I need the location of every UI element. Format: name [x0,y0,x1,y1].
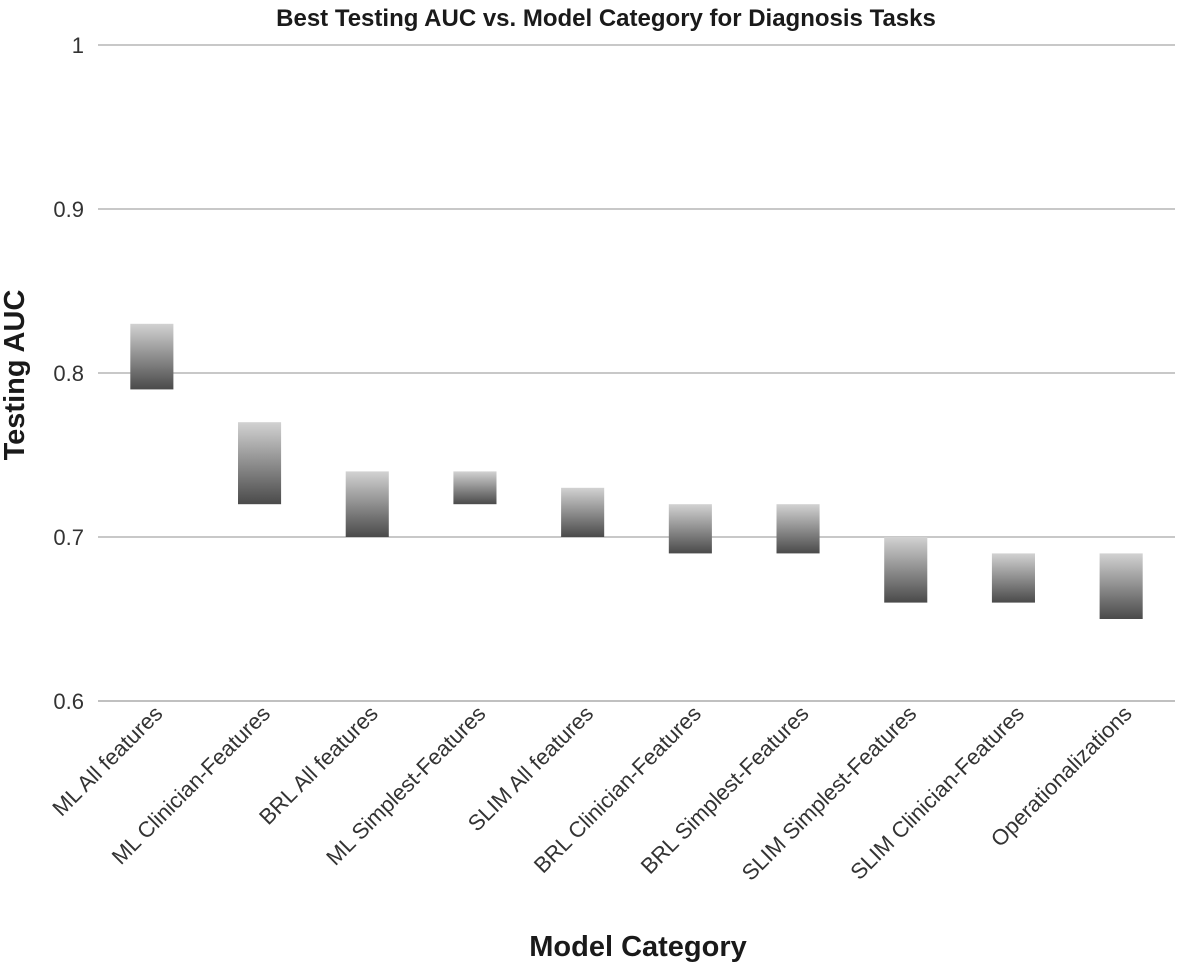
range-bar [884,537,928,603]
chart-title: Best Testing AUC vs. Model Category for … [276,5,936,32]
x-tick-label: ML All features [47,701,167,821]
gridlines [98,44,1175,702]
bars [130,323,1143,619]
range-bar [238,422,282,505]
range-bar [668,504,712,554]
y-tick-labels: 0.6 0.7 0.8 0.9 1 [53,33,84,714]
x-axis-title: Model Category [529,931,747,963]
y-tick-label: 0.9 [53,197,84,222]
range-bar [453,471,497,505]
x-tick-label: SLIM Clinician-Features [845,701,1029,885]
range-bar [561,487,605,537]
range-bar [345,471,389,537]
range-bar [776,504,820,554]
y-tick-label: 0.8 [53,361,84,386]
y-tick-label: 1 [72,33,84,58]
y-tick-label: 0.7 [53,525,84,550]
y-axis-title: Testing AUC [0,290,31,461]
range-bar [1099,553,1143,619]
range-bar [130,323,174,390]
range-bar [991,553,1035,603]
x-tick-label: SLIM Simplest-Features [737,701,922,886]
y-tick-label: 0.6 [53,689,84,714]
